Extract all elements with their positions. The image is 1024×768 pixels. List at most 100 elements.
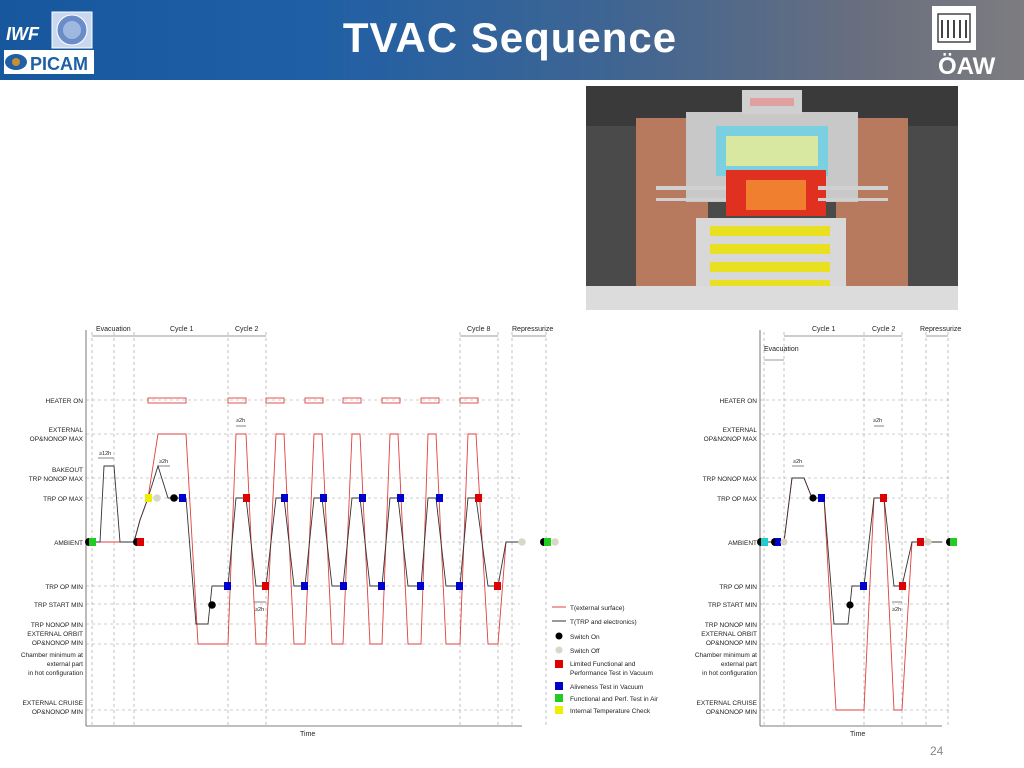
level-trp-nonop-min: TRP NONOP MIN [31, 622, 83, 629]
legend-functional-air-icon [555, 694, 563, 702]
phase-repressurize: Repressurize [512, 326, 553, 333]
level-ambient: AMBIENT [728, 540, 757, 547]
page-number: 24 [930, 744, 944, 758]
switch-on-marker [170, 494, 178, 502]
tvac-chamber-render [586, 86, 958, 310]
level-bakeout: BAKEOUT [52, 467, 83, 474]
phase-cycle-1: Cycle 1 [170, 326, 193, 333]
legend-switch-off-icon [555, 646, 563, 654]
annotation-2h-c: ≥2h [255, 607, 264, 613]
aliveness-test-marker [320, 494, 327, 502]
level-chamber-min: Chamber minimum at [21, 652, 83, 659]
limited-functional-test-marker [494, 582, 501, 590]
phase-evacuation: Evacuation [96, 326, 131, 333]
legend-switch-on-icon [555, 632, 563, 640]
switch-on-marker [540, 538, 544, 546]
level-external-orbit: EXTERNAL ORBIT [701, 631, 757, 638]
level-orbit-op-nonop-min: OP&NONOP MIN [32, 640, 83, 647]
level-ambient: AMBIENT [54, 540, 83, 547]
level-op-nonop-max: OP&NONOP MAX [30, 436, 84, 443]
phase-cycle-2: Cycle 2 [872, 326, 895, 333]
annotation-2h-b: ≥2h [236, 418, 245, 424]
switch-off-marker [551, 538, 559, 546]
phase-evacuation: Evacuation [764, 346, 799, 353]
phase-cycle-2: Cycle 2 [235, 326, 258, 333]
level-chamber-external-part: external part [47, 661, 83, 668]
level-chamber-hot-config: in hot configuration [28, 670, 83, 677]
level-orbit-op-nonop-min: OP&NONOP MIN [706, 640, 757, 647]
aliveness-test-marker [456, 582, 463, 590]
aliveness-test-marker [775, 538, 781, 546]
functional-air-test-marker [544, 538, 551, 546]
legend-switch-off: Switch Off [570, 648, 600, 655]
level-external: EXTERNAL [723, 427, 758, 434]
aliveness-test-marker [436, 494, 443, 502]
aliveness-test-marker [179, 494, 186, 502]
switch-off-marker [153, 494, 161, 502]
switch-off-marker [780, 538, 788, 546]
limited-functional-test-marker [475, 494, 482, 502]
level-cruise-op-nonop-min: OP&NONOP MIN [706, 709, 757, 716]
legend-limited-test-icon [555, 660, 563, 668]
legend-limited-test: Limited Functional and [570, 661, 636, 668]
iwf-picam-logo: IWF PICAM [0, 10, 96, 76]
level-external: EXTERNAL [49, 427, 84, 434]
level-chamber-external-part: external part [721, 661, 757, 668]
picam-logo-text: PICAM [30, 54, 88, 74]
x-axis-label: Time [850, 731, 865, 738]
switch-off-marker [924, 538, 932, 546]
level-trp-nonop-max: TRP NONOP MAX [703, 476, 758, 483]
aliveness-test-marker [860, 582, 867, 590]
aliveness-test-marker [224, 582, 231, 590]
limited-functional-test-marker [243, 494, 250, 502]
aliveness-test-marker [397, 494, 404, 502]
functional-air-test-marker [89, 538, 96, 546]
aliveness-test-marker [301, 582, 308, 590]
tvac-right-diagram: Cycle 1 Cycle 2 Repressurize Evacuation … [695, 326, 961, 738]
level-trp-op-max: TRP OP MAX [717, 496, 758, 503]
level-trp-nonop-min: TRP NONOP MIN [705, 622, 757, 629]
aliveness-test-marker [359, 494, 366, 502]
legend-aliveness-icon [555, 682, 563, 690]
internal-temp-check-marker [145, 494, 152, 502]
limited-functional-test-marker [262, 582, 269, 590]
legend-internal-temp: Internal Temperature Check [570, 708, 651, 715]
phase-cycle-8: Cycle 8 [467, 326, 490, 333]
level-trp-nonop-max: TRP NONOP MAX [29, 476, 84, 483]
legend-internal-temp-icon [555, 706, 563, 714]
level-chamber-hot-config: in hot configuration [702, 670, 757, 677]
phase-cycle-1: Cycle 1 [812, 326, 835, 333]
annotation-2h-b: ≥2h [873, 418, 882, 424]
switch-on-marker [771, 538, 775, 546]
switch-on-marker [133, 538, 137, 546]
functional-air-test-marker [950, 538, 957, 546]
x-axis-label: Time [300, 731, 315, 738]
level-trp-op-min: TRP OP MIN [45, 584, 83, 591]
annotation-12h: ≥12h [99, 451, 111, 457]
level-trp-op-min: TRP OP MIN [719, 584, 757, 591]
functional-air-test-marker [761, 538, 768, 546]
page-title: TVAC Sequence [342, 14, 678, 61]
aliveness-test-marker [281, 494, 288, 502]
annotation-2h-a: ≥2h [793, 459, 802, 465]
level-external-orbit: EXTERNAL ORBIT [27, 631, 83, 638]
aliveness-test-marker [378, 582, 385, 590]
oaw-logo: ÖAW [928, 4, 1022, 80]
switch-off-marker [518, 538, 526, 546]
slide-header: IWF PICAM TVAC Sequence ÖAW [0, 0, 1024, 80]
switch-on-marker [757, 538, 761, 546]
level-trp-start-min: TRP START MIN [34, 602, 83, 609]
legend-aliveness: Aliveness Test in Vacuum [570, 684, 643, 691]
iwf-logo-text: IWF [6, 24, 40, 44]
aliveness-test-marker [417, 582, 424, 590]
level-cruise-op-nonop-min: OP&NONOP MIN [32, 709, 83, 716]
legend-limited-test-2: Performance Test in Vacuum [570, 670, 653, 677]
limited-functional-test-marker [899, 582, 906, 590]
level-heater-on: HEATER ON [46, 398, 84, 405]
limited-functional-test-marker [880, 494, 887, 502]
level-chamber-min: Chamber minimum at [695, 652, 757, 659]
switch-on-marker [208, 601, 216, 609]
switch-on-marker [846, 601, 854, 609]
level-external-cruise: EXTERNAL CRUISE [697, 700, 758, 707]
legend-trp: T(TRP and electronics) [570, 619, 637, 626]
